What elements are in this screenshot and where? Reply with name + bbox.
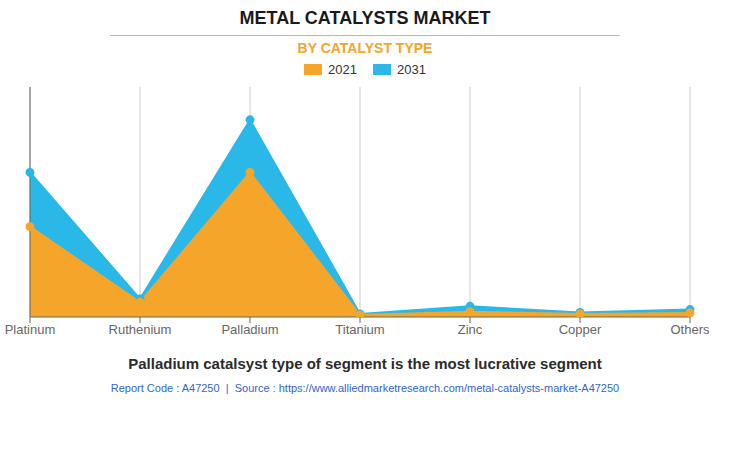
html-text:BY CATALYST TYPE: BY CATALYST TYPE <box>297 40 433 56</box>
html-text:METAL CATALYSTS MARKET: METAL CATALYSTS MARKET <box>239 8 491 28</box>
html-text:Report Code : A47250 | Source: Report Code : A47250 | Source : https://… <box>110 382 620 394</box>
svg-text:Platinum: Platinum <box>8 322 55 337</box>
svg-text:Palladium: Palladium <box>221 322 278 337</box>
html-text:Palladium catalsyst type of se: Palladium catalsyst type of segment is t… <box>128 355 602 372</box>
svg-text:Titanium: Titanium <box>335 322 384 337</box>
html-text:2031: 2031 <box>397 62 426 77</box>
svg-text:Ruthenium: Ruthenium <box>109 322 172 337</box>
svg-text:Others: Others <box>670 322 710 337</box>
svg-text:Copper: Copper <box>559 322 602 337</box>
html-text:2021: 2021 <box>328 62 357 77</box>
svg-text:Zinc: Zinc <box>458 322 483 337</box>
